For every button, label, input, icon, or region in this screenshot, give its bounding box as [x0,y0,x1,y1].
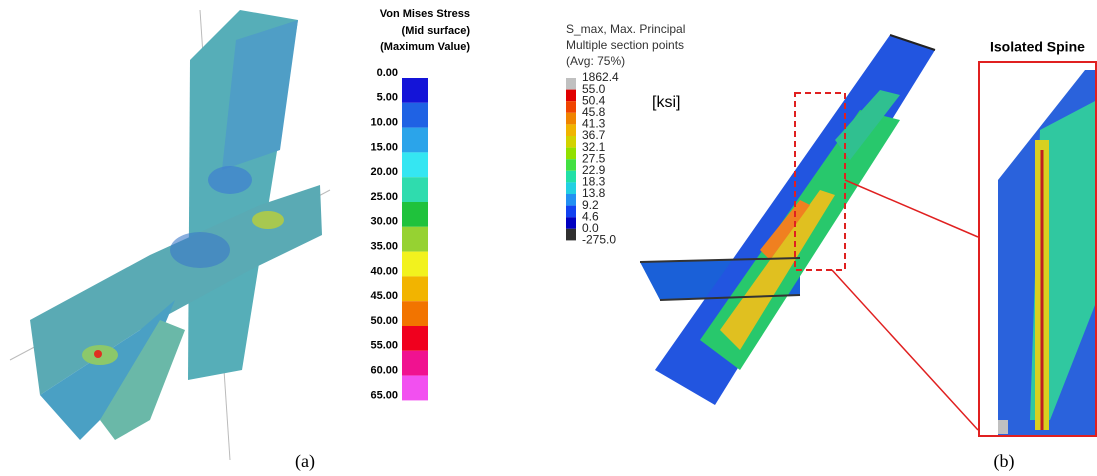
model-a [9,9,331,461]
legend-label: 65.00 [370,389,398,401]
legend-title: S_max, Max. Principal [566,22,685,36]
legend-label: 45.00 [370,290,398,302]
legend-label: 25.00 [370,191,398,203]
legend-title: Von Mises Stress [380,8,470,20]
color-swatch [566,159,576,171]
legend-title: Multiple section points [566,38,684,52]
legend-label: 15.00 [370,141,398,153]
legend-label: 27.5 [582,151,606,165]
color-swatch [402,177,428,202]
color-swatch [566,78,576,90]
inset: Isolated Spine [978,39,1097,437]
legend-label: 18.3 [582,175,606,189]
legend-label: -275.0 [582,233,616,247]
legend-title: (Maximum Value) [380,41,470,53]
legend-label: 0.0 [582,221,599,235]
color-swatch [402,326,428,351]
caption: (a) [295,451,315,472]
legend-label: 13.8 [582,186,606,200]
inset-title: Isolated Spine [990,39,1085,55]
color-swatch [566,124,576,136]
legend-label: 22.9 [582,163,606,177]
color-swatch [402,226,428,252]
legend-label: 60.00 [370,365,398,377]
color-swatch [566,170,576,183]
legend-label: 50.4 [582,93,606,107]
legend-title: (Mid surface) [402,25,471,37]
legend-label: 0.00 [377,67,398,79]
legend-label: 30.00 [370,216,398,228]
color-swatch [402,375,428,401]
legend-label: 32.1 [582,140,606,154]
legend-label: 55.00 [370,340,398,352]
color-swatch [402,202,428,227]
legend-label: 10.00 [370,117,398,129]
color-swatch [566,228,576,241]
color-swatch [566,217,576,229]
color-swatch [566,194,576,206]
legend-label: 41.3 [582,117,606,131]
legend-label: 9.2 [582,198,599,212]
model-b [639,34,979,431]
legend-label: 20.00 [370,166,398,178]
legend-label: 50.00 [370,315,398,327]
legend-label: 36.7 [582,128,606,142]
legend-label: 5.00 [377,92,398,104]
color-swatch [402,102,428,128]
legend-label: 45.8 [582,105,606,119]
color-swatch [566,205,576,218]
color-swatch [566,112,576,125]
unit-label: [ksi] [652,94,680,111]
color-swatch [566,89,576,102]
color-swatch [402,301,428,326]
color-swatch [402,127,428,153]
legend-title: (Avg: 75%) [566,54,625,68]
color-swatch [566,101,576,113]
color-swatch [402,350,428,376]
color-swatch [566,136,576,148]
legend-label: 4.6 [582,209,599,223]
legend-label: 55.0 [582,82,606,96]
legend-label: 35.00 [370,241,398,253]
legend-label: 40.00 [370,265,398,277]
color-swatch [566,147,576,160]
color-swatch [402,78,428,103]
color-swatch [566,182,576,194]
color-swatch [402,152,428,178]
color-swatch [402,276,428,302]
legend-label: 1862.4 [582,70,619,84]
caption: (b) [994,451,1015,472]
color-swatch [402,251,428,277]
